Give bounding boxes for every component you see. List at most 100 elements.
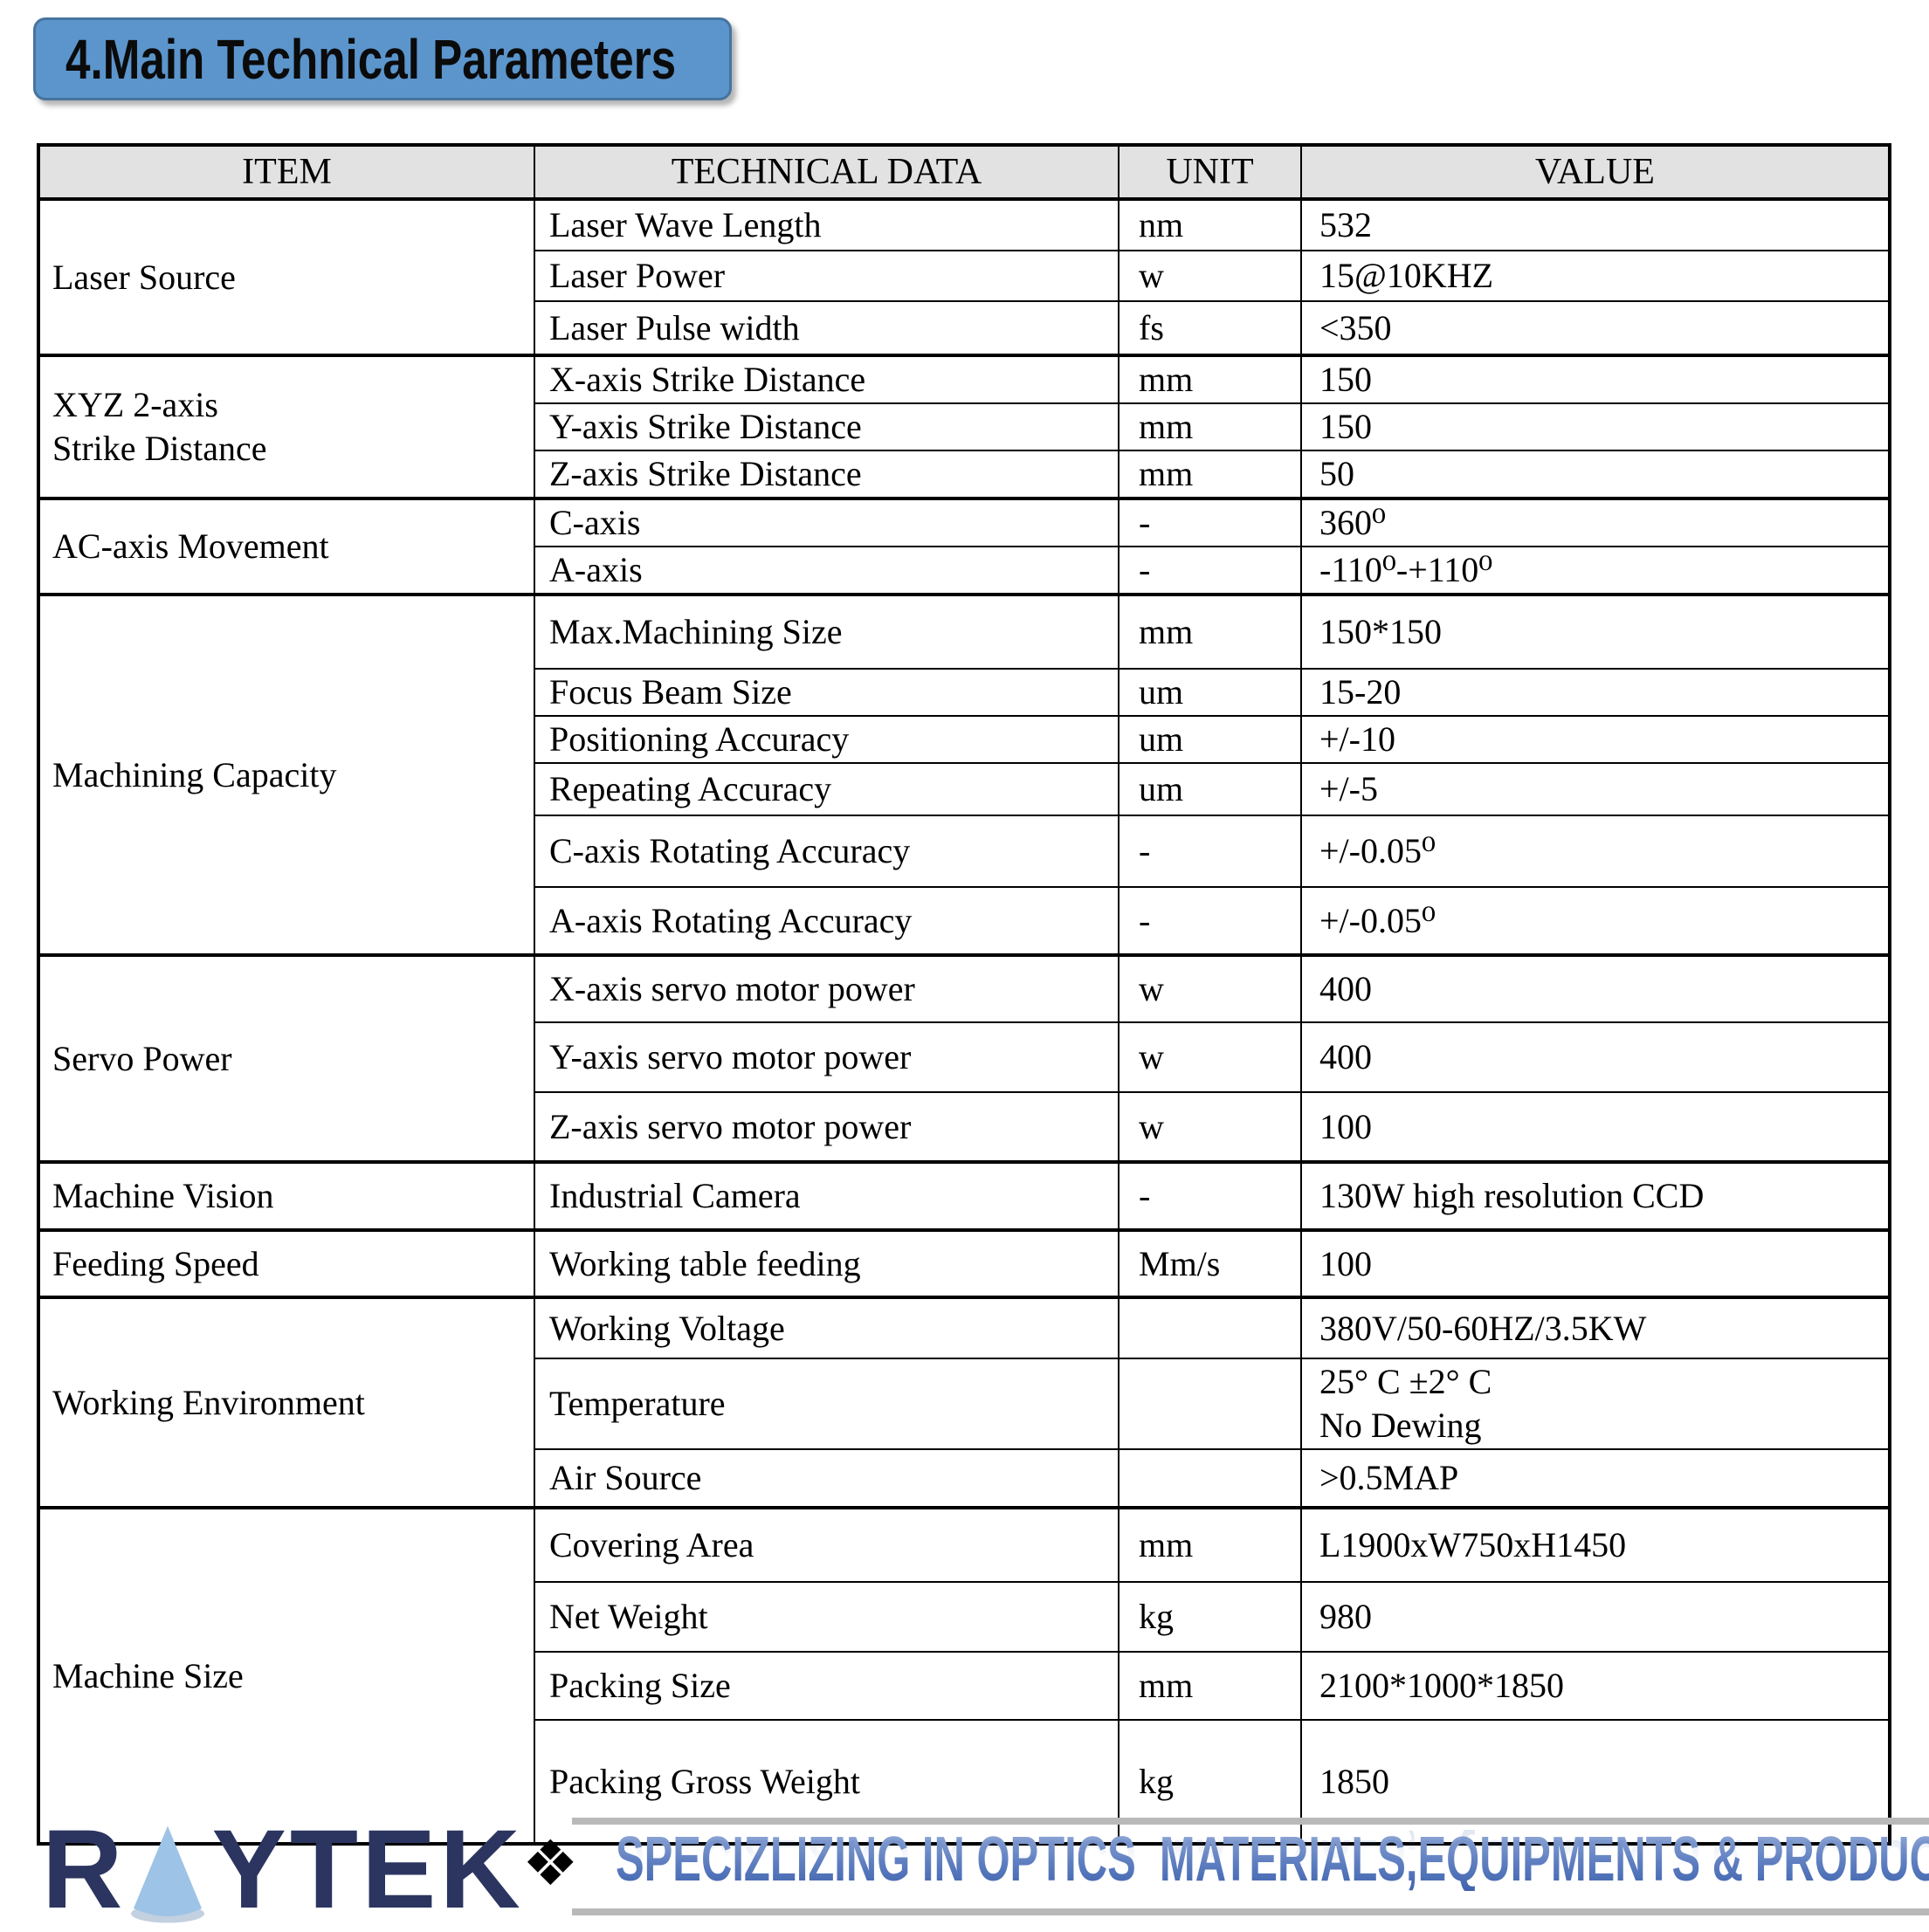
value-cell: 15-20 (1300, 668, 1891, 717)
tech-data-cell: Z-axis Strike Distance (534, 450, 1120, 499)
value-cell: 400 (1300, 1021, 1891, 1093)
value-cell: +/-0.05⁰ (1300, 815, 1891, 888)
tech-data-cell: A-axis (534, 546, 1120, 595)
tech-data-cell: Repeating Accuracy (534, 762, 1120, 816)
unit-cell: mm (1118, 1651, 1302, 1721)
tech-data-cell: Packing Size (534, 1651, 1120, 1721)
table-row: Feeding Speed Working table feeding Mm/s… (38, 1228, 1891, 1298)
item-cell: Machine Size (38, 1506, 535, 1845)
table-row: Working Environment Working Voltage 380V… (38, 1296, 1891, 1509)
item-cell: Machine Vision (38, 1160, 535, 1231)
unit-cell: mm (1118, 1506, 1302, 1583)
unit-cell: um (1118, 715, 1302, 764)
table-header-row: ITEM TECHNICAL DATA UNIT VALUE (38, 144, 1891, 201)
footer-top-divider (572, 1818, 1929, 1825)
unit-cell: fs (1118, 300, 1302, 356)
table-row: Y-axis servo motor power w 400 (38, 1021, 1891, 1093)
value-cell: 980 (1300, 1581, 1891, 1653)
header-unit: UNIT (1118, 144, 1302, 201)
tech-data-cell: Air Source (534, 1448, 1120, 1509)
tech-data-cell: Laser Pulse width (534, 300, 1120, 356)
table-row: Repeating Accuracy um +/-5 (38, 762, 1891, 816)
tech-data-cell: X-axis Strike Distance (534, 354, 1120, 404)
table-row: Machine Size Covering Area mm L1900xW750… (38, 1506, 1891, 1845)
value-cell: 15@10KHZ (1300, 250, 1891, 302)
item-cell: AC-axis Movement (38, 497, 535, 595)
value-cell: 150 (1300, 354, 1891, 404)
table-row: Machine Vision Industrial Camera - 130W … (38, 1160, 1891, 1231)
unit-cell: mm (1118, 593, 1302, 670)
value-cell: -110⁰-+110⁰ (1300, 546, 1891, 595)
value-cell: +/-5 (1300, 762, 1891, 816)
header-value: VALUE (1300, 144, 1891, 201)
table-row: C-axis Rotating Accuracy - +/-0.05⁰ (38, 815, 1891, 888)
unit-cell: um (1118, 668, 1302, 717)
table-row: XYZ 2-axis Strike Distance X-axis Strike… (38, 354, 1891, 499)
unit-cell: - (1118, 886, 1302, 956)
item-cell: Feeding Speed (38, 1228, 535, 1298)
footer-bottom-divider (572, 1908, 1929, 1915)
value-cell: 380V/50-60HZ/3.5KW (1300, 1296, 1891, 1359)
diamond-cluster-icon: ❖ (522, 1826, 579, 1900)
table-row: Air Source >0.5MAP (38, 1448, 1891, 1509)
table-row: Positioning Accuracy um +/-10 (38, 715, 1891, 764)
tech-data-cell: Positioning Accuracy (534, 715, 1120, 764)
cone-icon (131, 1825, 205, 1923)
tech-data-cell: Y-axis servo motor power (534, 1021, 1120, 1093)
value-cell: >0.5MAP (1300, 1448, 1891, 1509)
table-row: Y-axis Strike Distance mm 150 (38, 402, 1891, 451)
tech-data-cell: Focus Beam Size (534, 668, 1120, 717)
tech-data-cell: Max.Machining Size (534, 593, 1120, 670)
unit-cell: Mm/s (1118, 1228, 1302, 1298)
spec-table: ITEM TECHNICAL DATA UNIT VALUE Laser Sou… (37, 143, 1891, 1846)
unit-cell: - (1118, 1160, 1302, 1231)
unit-cell: mm (1118, 450, 1302, 499)
tech-data-cell: X-axis servo motor power (534, 953, 1120, 1023)
unit-cell: nm (1118, 197, 1302, 251)
unit-cell: mm (1118, 354, 1302, 404)
unit-cell (1118, 1296, 1302, 1359)
page-title: 4.Main Technical Parameters (65, 27, 677, 91)
table-row: Z-axis servo motor power w 100 (38, 1091, 1891, 1163)
unit-cell: um (1118, 762, 1302, 816)
value-cell: 150*150 (1300, 593, 1891, 670)
tech-data-cell: Industrial Camera (534, 1160, 1120, 1231)
table-row: Packing Size mm 2100*1000*1850 (38, 1651, 1891, 1721)
tech-data-cell: C-axis Rotating Accuracy (534, 815, 1120, 888)
tech-data-cell: Working table feeding (534, 1228, 1120, 1298)
table-row: A-axis Rotating Accuracy - +/-0.05⁰ (38, 886, 1891, 956)
value-cell: 130W high resolution CCD (1300, 1160, 1891, 1231)
item-cell: Servo Power (38, 953, 535, 1163)
table-row: Net Weight kg 980 (38, 1581, 1891, 1653)
header-technical-data: TECHNICAL DATA (534, 144, 1120, 201)
value-cell: 2100*1000*1850 (1300, 1651, 1891, 1721)
table-row: Temperature 25° C ±2° C No Dewing (38, 1358, 1891, 1450)
tech-data-cell: Working Voltage (534, 1296, 1120, 1359)
table-row: Laser Pulse width fs <350 (38, 300, 1891, 356)
value-cell: 50 (1300, 450, 1891, 499)
item-cell: XYZ 2-axis Strike Distance (38, 354, 535, 499)
unit-cell: w (1118, 1091, 1302, 1163)
value-cell: 150 (1300, 402, 1891, 451)
tech-data-cell: A-axis Rotating Accuracy (534, 886, 1120, 956)
unit-cell: w (1118, 953, 1302, 1023)
tech-data-cell: Laser Wave Length (534, 197, 1120, 251)
table-row: AC-axis Movement C-axis - 360⁰ (38, 497, 1891, 595)
item-cell: Laser Source (38, 197, 535, 356)
footer-slogan-area: SPECIZLIZING IN OPTICS MATERIALS,EQUIPME… (616, 1826, 1929, 1924)
tech-data-cell: C-axis (534, 497, 1120, 547)
unit-cell: kg (1118, 1581, 1302, 1653)
unit-cell: w (1118, 250, 1302, 302)
tech-data-cell: Laser Power (534, 250, 1120, 302)
value-cell: <350 (1300, 300, 1891, 356)
tech-data-cell: Y-axis Strike Distance (534, 402, 1120, 451)
unit-cell: mm (1118, 402, 1302, 451)
table-row: Z-axis Strike Distance mm 50 (38, 450, 1891, 499)
unit-cell: - (1118, 497, 1302, 547)
unit-cell (1118, 1448, 1302, 1509)
page-title-bar: 4.Main Technical Parameters (33, 17, 732, 100)
tech-data-cell: Z-axis servo motor power (534, 1091, 1120, 1163)
table-row: Machining Capacity Max.Machining Size mm… (38, 593, 1891, 956)
value-cell: 360⁰ (1300, 497, 1891, 547)
item-cell: Working Environment (38, 1296, 535, 1509)
